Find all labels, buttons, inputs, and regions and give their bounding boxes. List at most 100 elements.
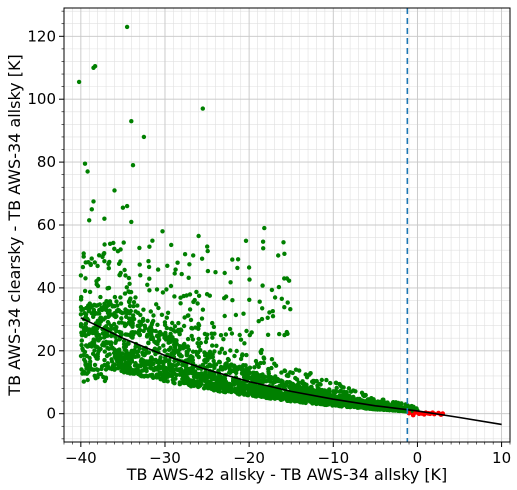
scatter-point (257, 390, 263, 395)
scatter-point (324, 377, 329, 383)
scatter-point (334, 385, 339, 391)
scatter-point (268, 387, 273, 392)
scatter-point (285, 300, 290, 305)
scatter-point (150, 336, 155, 341)
scatter-point (228, 348, 233, 353)
scatter-point (133, 295, 138, 300)
scatter-point (236, 380, 241, 385)
scatter-point (210, 335, 215, 340)
scatter-point (122, 291, 128, 296)
scatter-point (242, 372, 247, 378)
scatter-point (241, 311, 246, 316)
scatter-point (242, 341, 247, 346)
y-axis-label: TB AWS-34 clearsky - TB AWS-34 allsky [K… (5, 54, 24, 396)
scatter-point (105, 286, 110, 291)
scatter-point (227, 326, 233, 332)
scatter-point (112, 347, 117, 352)
x-tick-label: 0 (413, 449, 423, 467)
scatter-point (217, 382, 223, 387)
scatter-point (87, 355, 92, 361)
scatter-outlier-point (230, 257, 235, 262)
scatter-point (199, 316, 205, 321)
scatter-outlier-point (246, 265, 252, 270)
scatter-point (198, 340, 203, 346)
scatter-point (190, 381, 196, 386)
scatter-point (226, 357, 231, 363)
scatter-point (293, 367, 299, 372)
scatter-point (157, 345, 162, 351)
axis-ticks (59, 10, 511, 447)
scatter-point (164, 287, 169, 292)
scatter-point (199, 256, 205, 261)
scatter-point (276, 253, 281, 258)
scatter-point (187, 292, 193, 297)
scatter-point (265, 332, 271, 337)
scatter-point (102, 251, 107, 256)
scatter-point (80, 346, 85, 351)
scatter-point (81, 379, 87, 384)
scatter-point (272, 361, 277, 366)
scatter-point (79, 294, 84, 300)
scatter-point (145, 374, 150, 379)
scatter-point (83, 276, 88, 281)
scatter-outlier-point (150, 238, 155, 243)
scatter-point (86, 331, 92, 336)
scatter-point (164, 315, 169, 320)
scatter-point (135, 350, 140, 355)
scatter-point (117, 273, 123, 278)
y-tick-label: 80 (37, 153, 56, 171)
scatter-point (270, 309, 275, 314)
scatter-point (122, 321, 127, 326)
scatter-point (141, 368, 146, 373)
scatter-point (183, 364, 188, 369)
scatter-point (119, 316, 124, 321)
scatter-point (138, 273, 143, 278)
scatter-point (281, 240, 286, 245)
scatter-point (305, 390, 310, 395)
scatter-point (233, 312, 239, 318)
scatter-point (127, 281, 132, 286)
scatter-point (164, 325, 170, 331)
scatter-point (178, 353, 183, 358)
scatter-point (116, 320, 122, 325)
scatter-point (243, 367, 248, 373)
scatter-point (200, 362, 206, 367)
scatter-point (79, 367, 84, 372)
scatter-point (96, 348, 101, 354)
scatter-point (190, 326, 195, 331)
scatter-point (178, 381, 183, 386)
scatter-point (346, 386, 352, 391)
scatter-point (105, 352, 111, 358)
scatter-point (331, 392, 336, 397)
scatter-point (95, 367, 101, 373)
scatter-point (184, 293, 189, 298)
scatter-point (248, 382, 254, 387)
scatter-point (124, 285, 129, 290)
scatter-point (107, 259, 112, 265)
scatter-outlier-point (213, 270, 218, 275)
scatter-point (118, 247, 123, 252)
scatter-point (151, 318, 156, 324)
scatter-point (82, 357, 87, 362)
scatter-point (247, 375, 252, 381)
scatter-point (182, 374, 187, 379)
scatter-point (272, 295, 278, 300)
scatter-point (194, 375, 199, 380)
scatter-point (221, 382, 226, 388)
scatter-point (185, 357, 191, 362)
scatter-point (165, 263, 170, 268)
scatter-point (144, 334, 150, 339)
scatter-point (114, 299, 119, 304)
scatter-point (196, 344, 202, 349)
scatter-point (102, 242, 107, 247)
scatter-point (187, 262, 192, 267)
scatter-point (179, 271, 184, 277)
scatter-point (126, 316, 132, 321)
scatter-point (149, 366, 154, 371)
scatter-point (282, 305, 287, 310)
scatter-point (261, 355, 266, 360)
scatter-point (328, 401, 333, 406)
scatter-point (139, 357, 144, 362)
